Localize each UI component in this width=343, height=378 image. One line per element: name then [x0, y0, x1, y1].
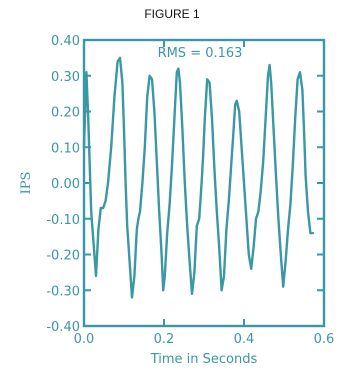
rms-annotation: RMS = 0.163 [158, 46, 243, 61]
x-tick-label: 0.4 [234, 332, 255, 347]
axis-ticks [83, 39, 325, 327]
x-tick-label: 0.6 [314, 332, 335, 347]
series-line [82, 56, 314, 299]
x-tick-labels: 0.0 0.2 0.4 0.6 [74, 332, 335, 347]
x-tick-label: 0.2 [154, 332, 175, 347]
x-tick-label: 0.0 [74, 332, 95, 347]
plot-frame [82, 38, 326, 328]
figure-title: FIGURE 1 [144, 7, 200, 21]
y-tick-label: 0.20 [51, 106, 80, 121]
y-tick-label: -0.20 [46, 249, 80, 264]
y-tick-label: 0.10 [51, 141, 80, 156]
y-tick-label: -0.40 [46, 320, 80, 335]
y-tick-label: 0.00 [51, 177, 80, 192]
x-axis-label: Time in Seconds [150, 352, 258, 367]
y-tick-label: -0.10 [46, 213, 80, 228]
y-tick-labels: 0.40 0.30 0.20 0.10 0.00 -0.10 -0.20 -0.30 -0.40 [46, 34, 80, 335]
plot-area: 0.40 0.30 0.20 0.10 0.00 -0.10 -0.20 -0.30 -0.40… [46, 34, 334, 347]
y-tick-label: 0.40 [51, 34, 80, 49]
y-tick-label: -0.30 [46, 284, 80, 299]
y-tick-label: 0.30 [51, 70, 80, 85]
y-axis-label: IPS [19, 172, 34, 195]
